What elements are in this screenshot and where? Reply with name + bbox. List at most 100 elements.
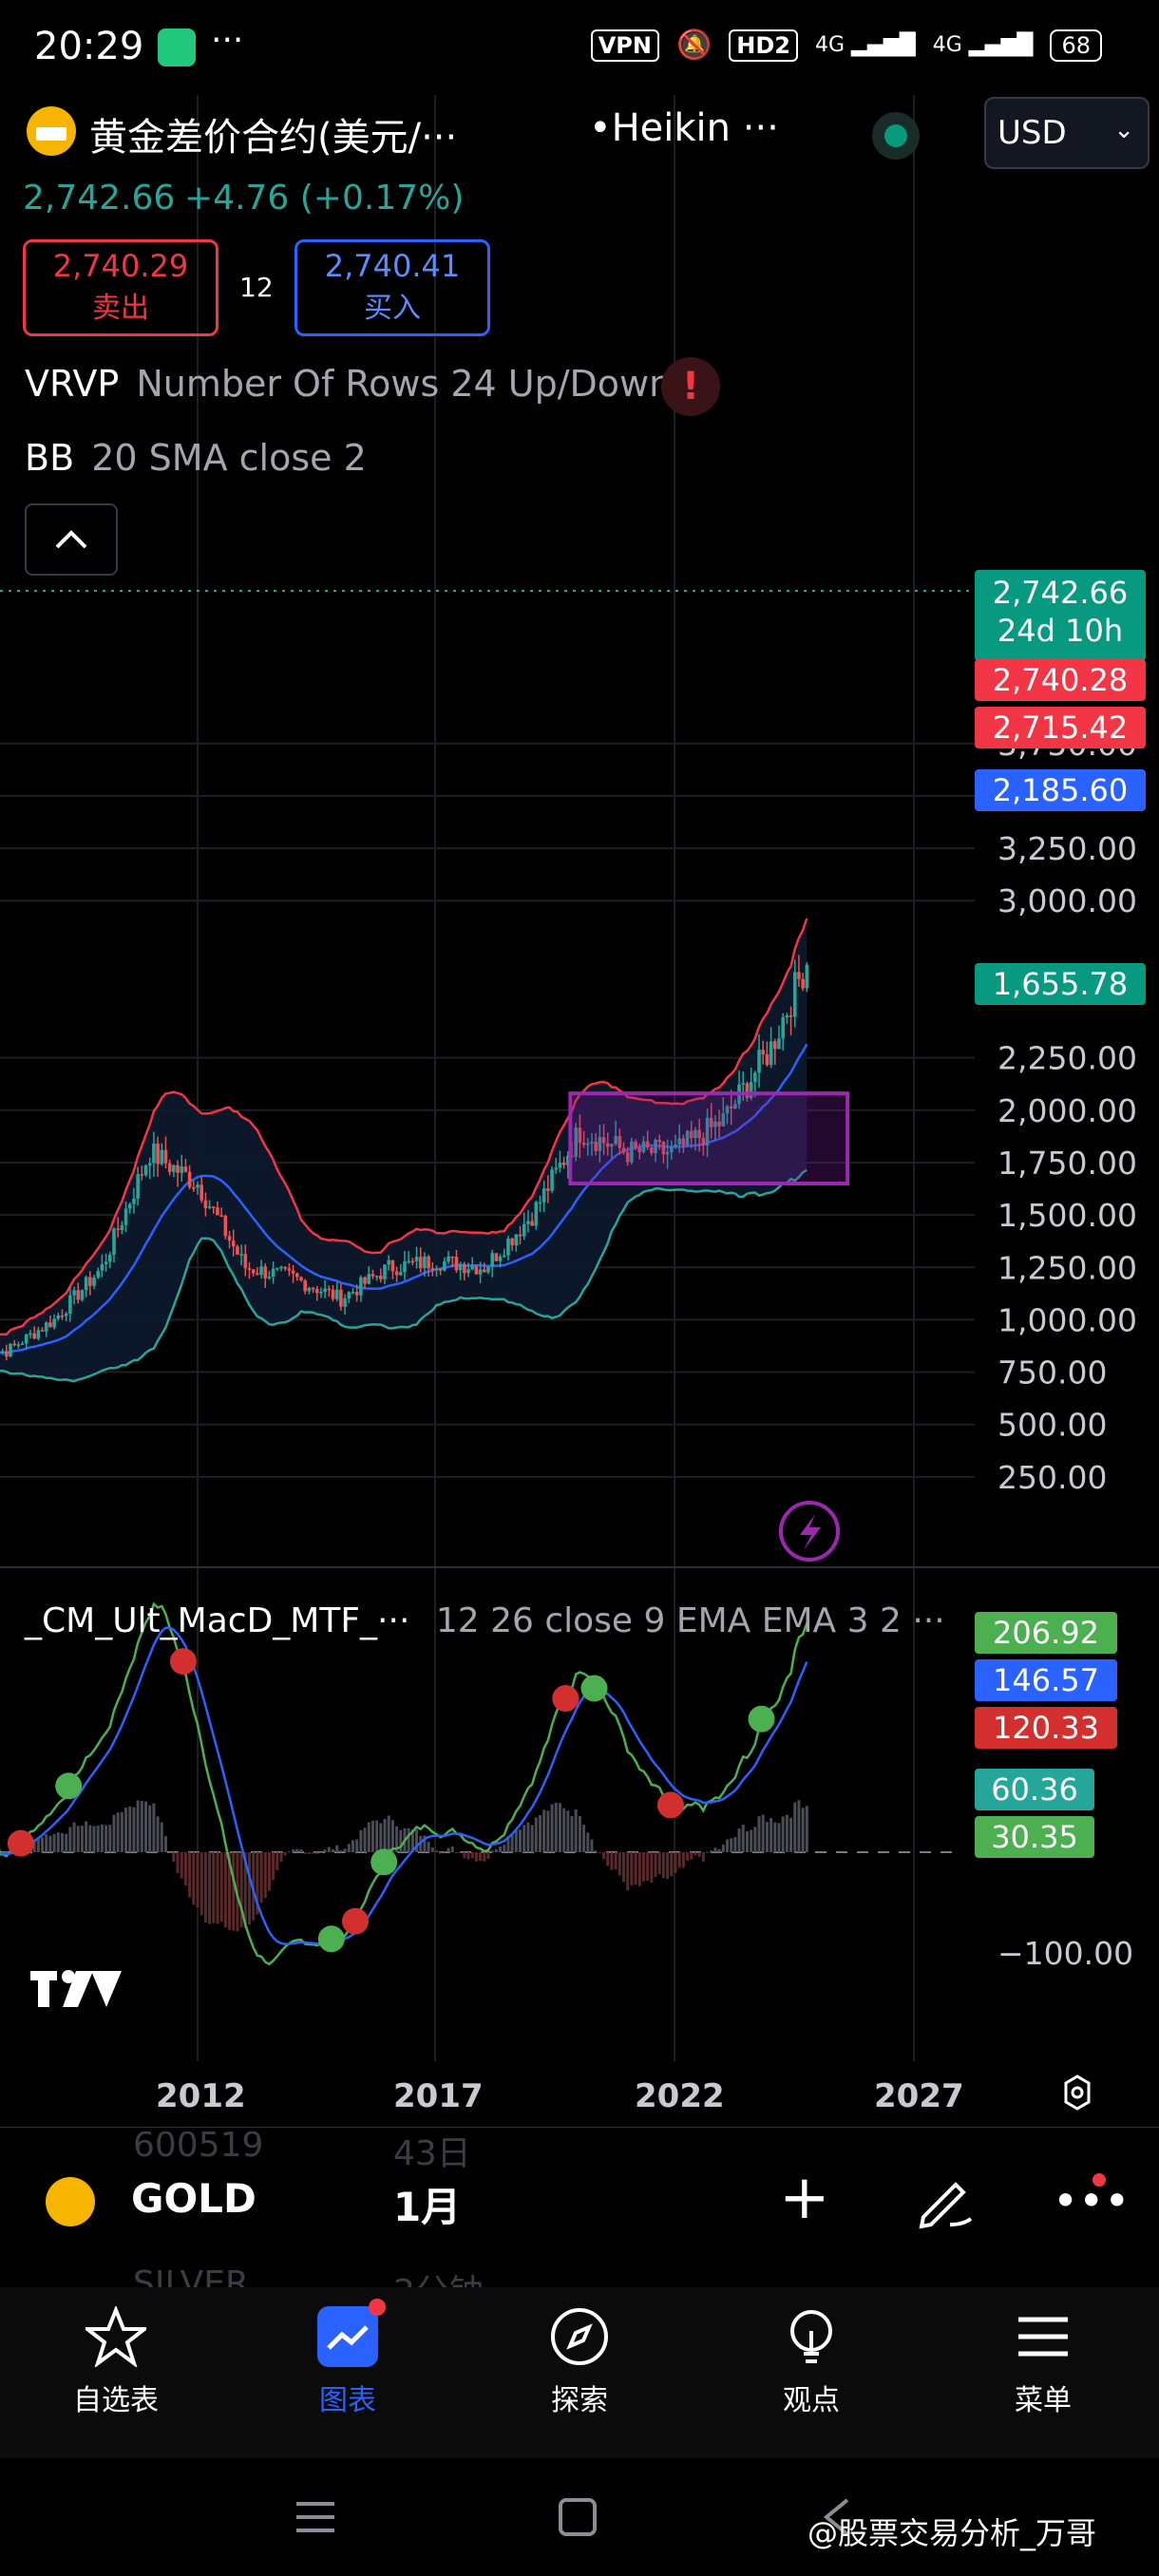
range-box[interactable]: [568, 1091, 850, 1186]
candle-body: [299, 1277, 303, 1280]
candle-body: [152, 1143, 156, 1164]
indicator-macd[interactable]: _CM_Ult_MacD_MTF_··· 12 26 close 9 EMA E…: [25, 1601, 945, 1640]
macd-hist-bar: [323, 1849, 327, 1852]
candle-body: [438, 1268, 443, 1271]
interval-label[interactable]: 1月: [393, 2184, 462, 2230]
macd-cross-marker: [341, 1907, 369, 1935]
nav-menu[interactable]: 菜单: [967, 2306, 1119, 2418]
macd-hist-bar: [661, 1852, 665, 1879]
price-tick-label: 1,750.00: [998, 1145, 1137, 1182]
signal-icon-1: 4G ▂▄▆█: [815, 33, 916, 57]
macd-hist-bar: [479, 1852, 483, 1861]
macd-hist-bar: [566, 1810, 570, 1852]
candle-body: [550, 1169, 554, 1191]
warning-icon[interactable]: !: [661, 357, 720, 416]
lightning-icon[interactable]: [779, 1501, 840, 1562]
buy-button[interactable]: 2,740.41 买入: [294, 239, 490, 336]
macd-hist-bar: [503, 1845, 506, 1852]
indicator-vrvp[interactable]: VRVP Number Of Rows 24 Up/Down: [25, 363, 672, 405]
candle-body: [311, 1287, 315, 1290]
nav-ideas[interactable]: 观点: [735, 2306, 887, 2418]
price-badge-bid: 2,740.28: [975, 659, 1146, 701]
candle-body: [120, 1224, 124, 1231]
macd-hist-bar: [232, 1852, 236, 1931]
macd-signal-line: [0, 1626, 808, 1945]
candle-body: [713, 1121, 717, 1127]
candle-body: [68, 1295, 72, 1314]
chart-type[interactable]: •Heikin ···: [589, 106, 779, 150]
candle-body: [44, 1322, 48, 1332]
market-status-icon[interactable]: [872, 112, 920, 160]
nav-watchlist[interactable]: 自选表: [40, 2306, 192, 2418]
macd-hist-bar: [223, 1852, 227, 1928]
candle-body: [749, 1082, 753, 1098]
time-label-2027: 2027: [874, 2077, 964, 2115]
candle-body: [466, 1269, 470, 1274]
symbol-title[interactable]: 黄金差价合约(美元/···: [89, 116, 458, 160]
price-chart[interactable]: 3,750.003,500.003,250.003,000.002,250.00…: [0, 95, 1159, 2128]
more-icon[interactable]: •••: [1053, 2175, 1130, 2226]
collapse-indicators-button[interactable]: [25, 503, 118, 576]
nav-chart[interactable]: 图表: [272, 2299, 424, 2418]
candle-body: [781, 1017, 785, 1039]
recent-apps-icon[interactable]: [294, 2498, 336, 2536]
candle-body: [697, 1129, 701, 1139]
nav-explore[interactable]: 探索: [504, 2306, 656, 2418]
macd-hist-bar: [423, 1835, 427, 1852]
macd-hist-bar: [801, 1808, 805, 1852]
macd-hist-bar: [474, 1852, 478, 1862]
candle-body: [561, 1162, 566, 1165]
macd-hist-bar: [76, 1826, 80, 1852]
candle-body: [271, 1268, 276, 1278]
price-tick-label: 1,250.00: [998, 1249, 1137, 1286]
candle-body: [363, 1277, 367, 1284]
macd-hist-bar: [272, 1852, 276, 1881]
home-icon[interactable]: [557, 2496, 598, 2538]
macd-hist-bar: [793, 1802, 797, 1852]
candle-body: [387, 1260, 390, 1265]
candle-body: [319, 1292, 323, 1294]
macd-hist-bar: [483, 1852, 486, 1862]
sell-button[interactable]: 2,740.29 卖出: [23, 239, 218, 336]
candle-body: [283, 1266, 288, 1269]
candle-body: [641, 1141, 646, 1152]
macd-hist-bar: [228, 1852, 232, 1930]
indicator-bb[interactable]: BB 20 SMA close 2: [25, 437, 367, 479]
macd-badge-2: 146.57: [975, 1659, 1117, 1701]
candle-body: [167, 1163, 172, 1172]
macd-hist-bar: [657, 1852, 661, 1875]
candle-body: [769, 1041, 773, 1066]
vrvp-params: Number Of Rows 24 Up/Down: [136, 363, 673, 405]
candle-body: [314, 1289, 319, 1294]
macd-hist-bar: [395, 1826, 399, 1852]
macd-cross-marker: [0, 1847, 1, 1856]
candle-body: [80, 1290, 85, 1300]
candle-body: [64, 1313, 68, 1316]
candle-body: [379, 1276, 383, 1279]
macd-hist-bar: [697, 1852, 701, 1857]
macd-hist-bar: [407, 1828, 410, 1852]
draw-pencil-icon[interactable]: [912, 2169, 975, 2232]
macd-hist-bar: [765, 1822, 769, 1852]
macd-hist-bar: [430, 1847, 434, 1852]
time-label-2022: 2022: [635, 2077, 725, 2115]
candle-body: [276, 1267, 279, 1270]
candle-body: [359, 1277, 363, 1296]
macd-hist-bar: [292, 1849, 295, 1852]
axis-settings-icon[interactable]: [1064, 2074, 1091, 2111]
macd-hist-bar: [276, 1852, 279, 1870]
macd-hist-bar: [542, 1809, 546, 1852]
add-icon[interactable]: +: [779, 2163, 830, 2233]
macd-hist-bar: [650, 1852, 654, 1884]
back-icon[interactable]: [819, 2496, 857, 2538]
price-tick-label: 500.00: [998, 1407, 1107, 1444]
candle-body: [84, 1277, 88, 1291]
spread-value: 12: [239, 272, 274, 303]
symbol-label[interactable]: GOLD: [131, 2175, 256, 2222]
candle-body: [263, 1266, 268, 1279]
currency-select[interactable]: USD ⌄: [984, 97, 1150, 169]
sell-label: 卖出: [92, 292, 149, 325]
macd-hist-bar: [443, 1851, 446, 1853]
macd-hist-bar: [646, 1852, 650, 1882]
candle-body: [681, 1138, 686, 1146]
